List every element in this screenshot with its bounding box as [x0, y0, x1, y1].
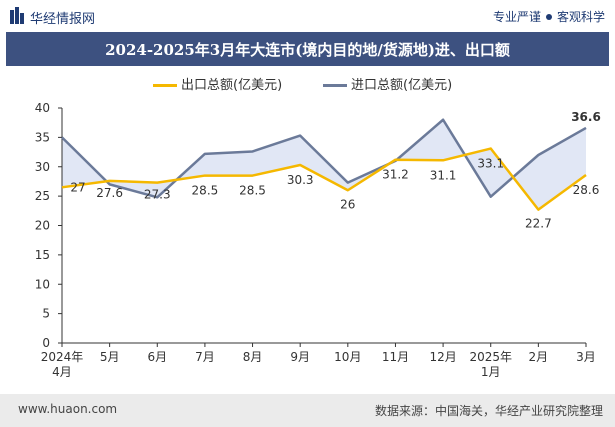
- brand-name: 华经情报网: [30, 12, 96, 27]
- export-data-label: 22.7: [525, 217, 552, 231]
- x-tick-label: 9月: [290, 350, 310, 364]
- x-tick-label: 7月: [195, 350, 215, 364]
- title-bar: 2024-2025年3月年大连市(境内目的地/货源地)进、出口额: [6, 32, 609, 66]
- x-tick-label: 4月: [52, 365, 72, 379]
- export-data-label: 28.6: [573, 183, 600, 197]
- export-data-label: 30.3: [287, 173, 314, 187]
- import-data-label: 36.6: [571, 110, 601, 124]
- export-data-label: 31.2: [382, 168, 409, 182]
- site-url: www.huaon.com: [18, 402, 118, 416]
- export-data-label: 31.1: [430, 168, 457, 182]
- slogan: 专业严谨 客观科学: [493, 8, 605, 25]
- separator-dot: [545, 14, 552, 20]
- legend-label-export: 出口总额(亿美元): [181, 78, 283, 93]
- series-gap-area: [62, 119, 586, 210]
- slogan-left: 专业严谨: [492, 10, 541, 24]
- y-tick-label: 40: [35, 101, 50, 115]
- import-data-label: 27: [70, 180, 85, 194]
- chart-title: 2024-2025年3月年大连市(境内目的地/货源地)进、出口额: [105, 41, 510, 59]
- import-series-line: [61, 118, 587, 199]
- legend-item-import: 进口总额(亿美元): [323, 74, 452, 93]
- legend-label-import: 进口总额(亿美元): [351, 78, 453, 93]
- top-bar: 华经情报网 专业严谨 客观科学: [0, 0, 615, 32]
- x-tick-label: 8月: [243, 350, 263, 364]
- chart-legend: 出口总额(亿美元) 进口总额(亿美元): [0, 74, 615, 94]
- data-source: 数据来源：中国海关，华经产业研究院整理: [374, 404, 603, 418]
- bar-logo-icon: [10, 7, 24, 24]
- export-data-label: 28.5: [239, 184, 266, 198]
- y-tick-label: 25: [35, 189, 50, 203]
- y-tick-label: 10: [35, 277, 50, 291]
- y-tick-label: 30: [35, 160, 50, 174]
- y-tick-label: 35: [35, 130, 50, 144]
- legend-swatch-import: [323, 84, 347, 87]
- footer-bar: www.huaon.com 数据来源：中国海关，华经产业研究院整理: [0, 394, 615, 427]
- legend-swatch-export: [153, 84, 177, 87]
- x-tick-label: 2月: [529, 350, 549, 364]
- x-tick-label: 5月: [100, 350, 120, 364]
- export-data-label: 28.5: [192, 184, 219, 198]
- y-tick-label: 5: [42, 307, 50, 321]
- export-data-label: 26: [340, 197, 355, 211]
- y-tick-label: 15: [35, 248, 50, 262]
- x-tick-label: 6月: [147, 350, 167, 364]
- x-tick-label: 2024年: [41, 350, 84, 364]
- legend-item-export: 出口总额(亿美元): [153, 74, 282, 93]
- x-tick-label: 3月: [576, 350, 596, 364]
- x-tick-label: 12月: [429, 350, 456, 364]
- export-series-line: [61, 147, 587, 211]
- x-tick-label: 2025年: [469, 350, 512, 364]
- y-tick-label: 0: [42, 336, 50, 350]
- export-data-label: 33.1: [477, 157, 504, 171]
- export-data-label: 27.6: [96, 186, 123, 200]
- x-tick-label: 11月: [382, 350, 409, 364]
- y-tick-label: 20: [35, 219, 50, 233]
- x-tick-label: 10月: [334, 350, 361, 364]
- slogan-right: 客观科学: [556, 10, 605, 24]
- export-data-label: 27.3: [144, 188, 171, 202]
- x-tick-label: 1月: [481, 365, 501, 379]
